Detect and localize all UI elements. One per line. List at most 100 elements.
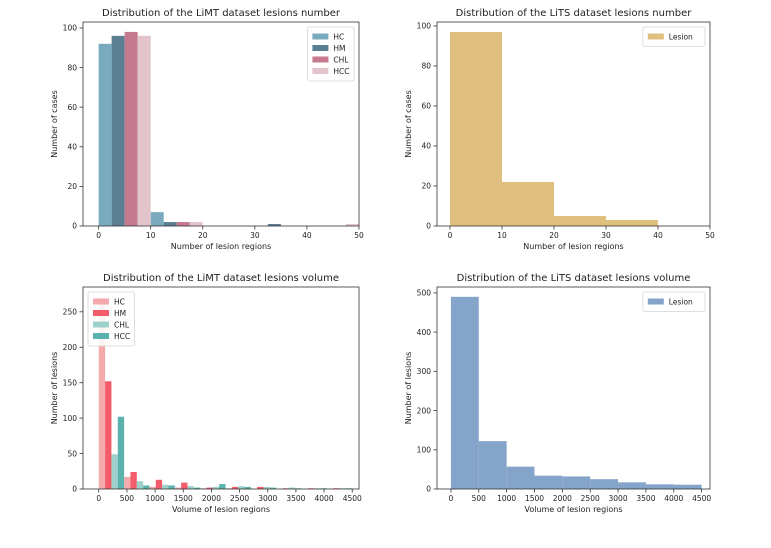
bar-lesion-2 bbox=[554, 216, 606, 226]
y-axis-label: Number of lesions bbox=[50, 352, 59, 425]
bar-lesion-6 bbox=[618, 482, 646, 489]
legend-label-hcc: HCC bbox=[333, 67, 349, 76]
legend-box bbox=[87, 291, 135, 347]
bar-lesion-5 bbox=[590, 479, 619, 489]
y-tick-label: 20 bbox=[421, 182, 431, 191]
bar-lesion-0 bbox=[450, 296, 479, 489]
y-tick-label: 0 bbox=[426, 222, 431, 231]
bar-hcc-1 bbox=[143, 485, 150, 489]
y-tick-label: 250 bbox=[63, 308, 78, 317]
bar-chl-4 bbox=[212, 486, 220, 489]
y-tick-label: 80 bbox=[67, 63, 77, 72]
bar-chl-2 bbox=[162, 484, 169, 489]
legend-label-chl: CHL bbox=[333, 56, 349, 65]
legend-swatch-hm bbox=[312, 45, 329, 51]
y-tick-label: 400 bbox=[417, 328, 432, 337]
chart-title: Distribution of the LiMT dataset lesions… bbox=[102, 8, 341, 19]
y-tick-label: 40 bbox=[421, 142, 431, 151]
chart-panel-4: 0 500 1000 1500 2000 2500 3000 3500 4000 4500 0 100… bbox=[404, 273, 711, 514]
y-tick-label: 80 bbox=[421, 62, 431, 71]
x-tick-label: 30 bbox=[601, 231, 611, 240]
y-tick-label: 0 bbox=[426, 485, 431, 494]
x-tick-label: 0 bbox=[448, 231, 453, 240]
y-tick-label: 100 bbox=[417, 22, 432, 31]
bar-chl-1 bbox=[176, 222, 190, 226]
bar-hm-3 bbox=[267, 224, 281, 226]
bar-hcc-0 bbox=[137, 35, 151, 226]
y-tick-label: 60 bbox=[421, 102, 431, 111]
bar-hc-0 bbox=[98, 43, 112, 226]
x-tick-label: 0 bbox=[96, 231, 101, 240]
bars bbox=[450, 296, 702, 489]
y-tick-label: 100 bbox=[63, 414, 78, 423]
bar-chl-0 bbox=[111, 454, 118, 489]
legend-label-lesion: Lesion bbox=[669, 298, 693, 307]
x-tick-label: 500 bbox=[472, 494, 487, 503]
chart-title: Distribution of the LiTS dataset lesions… bbox=[456, 8, 693, 19]
axes-frame bbox=[436, 21, 711, 227]
bar-hm-2 bbox=[155, 479, 163, 489]
bar-hc-2 bbox=[149, 486, 156, 489]
x-tick-label: 40 bbox=[653, 231, 663, 240]
legend: Lesion bbox=[642, 291, 706, 312]
legend-label-hm: HM bbox=[114, 309, 126, 318]
bar-chl-3 bbox=[187, 486, 194, 489]
legend-swatch-chl bbox=[93, 321, 109, 328]
bar-lesion-1 bbox=[502, 182, 554, 226]
x-tick-label: 10 bbox=[497, 231, 507, 240]
bar-hm-4 bbox=[206, 487, 213, 489]
bar-lesion-3 bbox=[606, 220, 658, 226]
x-tick-label: 0 bbox=[96, 494, 101, 503]
bar-lesion-0 bbox=[450, 32, 502, 226]
legend-box bbox=[306, 26, 355, 82]
bar-lesion-7 bbox=[645, 484, 674, 489]
legend-label-hc: HC bbox=[114, 298, 125, 307]
x-axis-label: Volume of lesion regions bbox=[524, 505, 622, 514]
bar-hm-5 bbox=[231, 486, 239, 489]
y-tick-label: 0 bbox=[72, 485, 77, 494]
x-tick-label: 500 bbox=[120, 494, 135, 503]
chart-title: Distribution of the LiTS dataset lesions… bbox=[457, 273, 691, 284]
chart-title: Distribution of the LiMT dataset lesions… bbox=[103, 273, 339, 284]
x-tick-label: 1000 bbox=[497, 494, 516, 503]
bar-hc-0 bbox=[98, 297, 106, 489]
x-axis-label: Number of lesion regions bbox=[523, 242, 623, 251]
bar-hm-1 bbox=[130, 471, 137, 489]
y-tick-label: 100 bbox=[63, 24, 78, 33]
axes-frame bbox=[82, 21, 360, 227]
x-tick-label: 20 bbox=[198, 231, 208, 240]
x-tick-label: 2000 bbox=[202, 494, 221, 503]
x-tick-label: 1000 bbox=[146, 494, 165, 503]
bar-chl-0 bbox=[124, 31, 138, 227]
x-tick-label: 40 bbox=[302, 231, 312, 240]
axes-frame bbox=[82, 286, 360, 490]
bar-hc-1 bbox=[124, 476, 131, 489]
bar-lesion-3 bbox=[534, 475, 563, 489]
legend: Lesion bbox=[642, 26, 706, 47]
x-tick-label: 4500 bbox=[692, 494, 711, 503]
bars bbox=[450, 32, 658, 226]
legend-swatch-lesion bbox=[647, 298, 664, 305]
bars bbox=[98, 31, 359, 227]
y-tick-label: 100 bbox=[417, 445, 432, 454]
bars bbox=[98, 297, 353, 489]
y-axis-label: Number of lesions bbox=[404, 352, 413, 425]
bar-hcc-5 bbox=[244, 486, 251, 489]
bar-hc-3 bbox=[174, 487, 182, 489]
y-axis-label: Number of cases bbox=[404, 90, 413, 158]
x-tick-label: 4500 bbox=[343, 494, 362, 503]
legend-label-hm: HM bbox=[333, 44, 345, 53]
x-tick-label: 2500 bbox=[581, 494, 600, 503]
legend-swatch-hc bbox=[312, 33, 329, 40]
legend-swatch-hcc bbox=[93, 333, 109, 339]
legend-box bbox=[642, 26, 706, 47]
x-tick-label: 2500 bbox=[230, 494, 249, 503]
y-tick-label: 200 bbox=[63, 343, 78, 352]
x-tick-label: 3500 bbox=[636, 494, 655, 503]
x-tick-label: 4000 bbox=[315, 494, 334, 503]
legend: HC HM CHL HCC bbox=[306, 26, 355, 82]
chart-panel-2: 0 10 20 30 40 50 0 20 40 60 80 100 Distribution of t… bbox=[404, 8, 715, 251]
bar-hm-6 bbox=[257, 486, 264, 489]
bar-lesion-2 bbox=[506, 466, 535, 489]
